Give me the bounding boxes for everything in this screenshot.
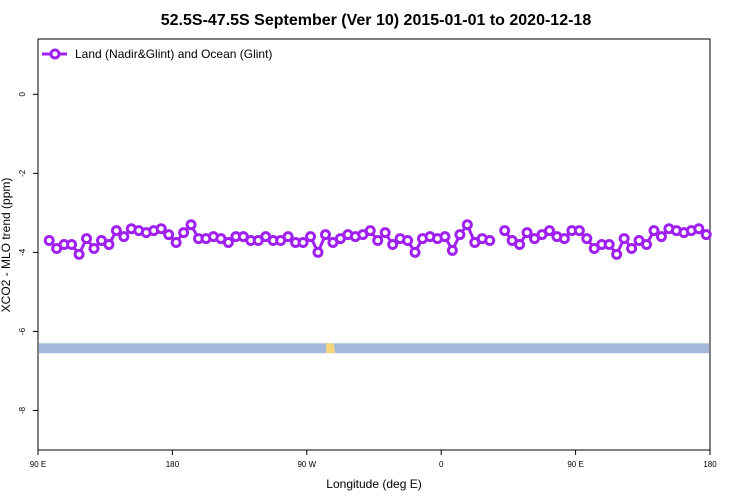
- data-point: [379, 227, 391, 239]
- data-point: [163, 229, 175, 241]
- data-point: [43, 235, 55, 247]
- y-tick-label: -8: [18, 406, 27, 414]
- data-point: [543, 225, 555, 237]
- legend: Land (Nadir&Glint) and Ocean (Glint): [42, 47, 272, 61]
- data-point: [387, 239, 399, 250]
- y-tick-label: -4: [18, 248, 27, 256]
- data-point: [618, 233, 630, 245]
- data-point: [103, 239, 115, 250]
- data-point: [66, 239, 78, 250]
- legend-marker: [49, 48, 61, 60]
- data-point: [454, 229, 466, 241]
- data-point: [573, 225, 585, 237]
- data-point: [461, 219, 473, 231]
- data-point: [700, 229, 712, 241]
- data-point: [222, 237, 234, 249]
- series-layer: [43, 219, 712, 260]
- data-point: [319, 229, 331, 241]
- data-point: [73, 248, 85, 260]
- data-point: [626, 242, 638, 254]
- data-point: [603, 239, 615, 250]
- data-point: [514, 239, 526, 250]
- data-point: [364, 225, 376, 237]
- y-tick-label: 0: [18, 92, 27, 97]
- data-point: [693, 223, 705, 235]
- plot-area: [37, 38, 711, 451]
- data-point: [88, 242, 100, 254]
- data-point: [118, 231, 130, 243]
- data-point: [282, 231, 294, 243]
- data-point: [446, 244, 458, 256]
- data-point: [110, 225, 122, 237]
- x-tick-label: 90 E: [567, 460, 583, 469]
- land-patch: [326, 343, 336, 354]
- data-point: [648, 225, 660, 237]
- x-tick-label: 90 W: [297, 460, 316, 469]
- x-axis-label: Longitude (deg E): [326, 477, 421, 491]
- data-point: [484, 235, 496, 247]
- data-point: [439, 231, 451, 243]
- y-axis-label: XCO2 - MLO trend (ppm): [0, 178, 13, 313]
- legend-label: Land (Nadir&Glint) and Ocean (Glint): [75, 47, 272, 61]
- x-tick-label: 180: [166, 460, 180, 469]
- data-point: [155, 223, 167, 235]
- data-point: [611, 248, 623, 260]
- data-point: [170, 237, 182, 249]
- data-point: [305, 231, 317, 243]
- data-point: [641, 239, 653, 250]
- x-tick-label: 180: [703, 460, 717, 469]
- data-point: [409, 246, 421, 258]
- data-point: [185, 219, 197, 231]
- chart-title: 52.5S-47.5S September (Ver 10) 2015-01-0…: [161, 12, 592, 29]
- ocean-band: [39, 343, 709, 354]
- data-point: [655, 231, 667, 243]
- y-tick-label: -2: [18, 169, 27, 177]
- data-point: [297, 237, 309, 249]
- data-point: [581, 233, 593, 245]
- land-ocean-band: [39, 343, 709, 354]
- data-point: [521, 227, 533, 239]
- data-point: [178, 227, 190, 239]
- y-tick-label: -6: [18, 327, 27, 335]
- x-tick-label: 0: [439, 460, 444, 469]
- data-point: [372, 235, 384, 247]
- data-point: [558, 233, 570, 245]
- x-tick-label: 90 E: [30, 460, 46, 469]
- data-point: [312, 246, 324, 258]
- data-point: [499, 225, 511, 237]
- axes: 90 E 180 90 W 0 90 E 180 0 -2 -4 -6 -8: [18, 92, 717, 469]
- data-point: [81, 233, 93, 245]
- data-point: [402, 235, 414, 247]
